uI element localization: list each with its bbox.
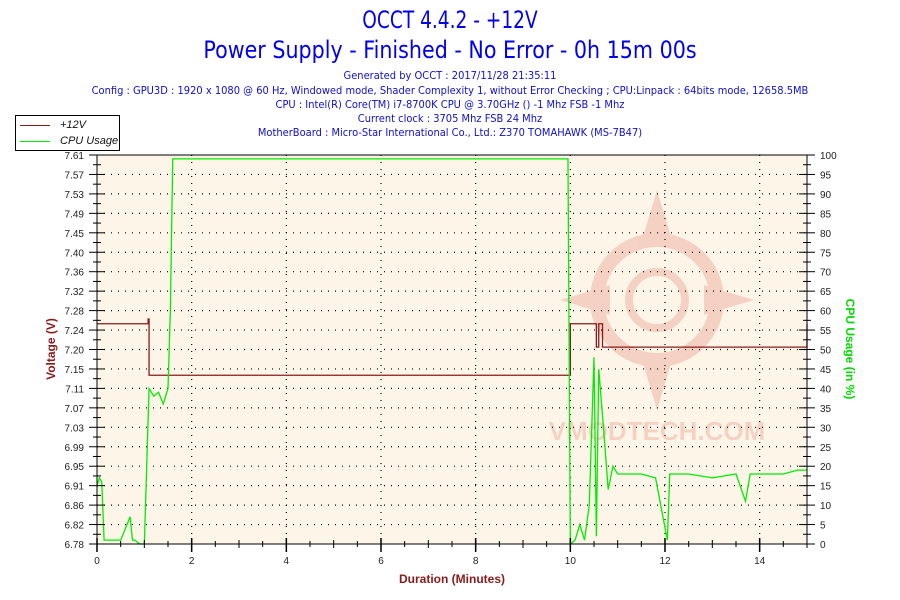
y-left-tick-label: 7.45 <box>65 229 85 240</box>
y-right-tick-label: 75 <box>820 248 832 259</box>
legend-label: +12V <box>60 119 86 131</box>
x-tick-label: 4 <box>284 556 290 567</box>
cpu-info: CPU : Intel(R) Core(TM) i7-8700K CPU @ 3… <box>275 98 625 111</box>
y-right-tick-label: 35 <box>820 404 832 415</box>
x-tick-label: 8 <box>473 556 479 567</box>
chart-subtitle: Power Supply - Finished - No Error - 0h … <box>203 36 697 64</box>
x-tick-label: 12 <box>659 556 671 567</box>
y-left-tick-label: 7.36 <box>65 268 85 279</box>
y-right-tick-label: 25 <box>820 443 832 454</box>
y-left-tick-label: 7.32 <box>65 287 85 298</box>
y-left-tick-label: 6.82 <box>65 521 85 532</box>
legend-label: CPU Usage <box>60 135 119 147</box>
y-left-tick-label: 7.07 <box>65 404 85 415</box>
y-left-tick-label: 6.99 <box>65 443 85 454</box>
y-right-tick-label: 55 <box>820 326 832 337</box>
x-tick-label: 10 <box>565 556 577 567</box>
y-left-tick-label: 7.49 <box>65 209 85 220</box>
svg-text:VMODTECH.COM: VMODTECH.COM <box>549 416 766 446</box>
y-left-tick-label: 6.78 <box>65 540 85 551</box>
y-right-tick-label: 90 <box>820 190 832 201</box>
y-left-tick-label: 7.15 <box>65 365 85 376</box>
y-right-tick-label: 60 <box>820 307 832 318</box>
plot-area <box>97 155 807 544</box>
generated-info: Generated by OCCT : 2017/11/28 21:35:11 <box>343 69 557 82</box>
y-left-tick-label: 6.91 <box>65 482 85 493</box>
y-right-tick-label: 85 <box>820 209 832 220</box>
y-right-tick-label: 45 <box>820 365 832 376</box>
y-right-tick-label: 65 <box>820 287 832 298</box>
y-right-tick-label: 100 <box>820 151 837 162</box>
y-right-tick-label: 95 <box>820 170 832 181</box>
y-right-tick-label: 0 <box>820 540 826 551</box>
y-left-tick-label: 7.11 <box>65 384 84 395</box>
y-right-tick-label: 30 <box>820 423 832 434</box>
y-left-tick-label: 7.24 <box>65 326 85 337</box>
y-axis-right-label: CPU Usage (in %) <box>843 299 857 400</box>
legend: +12V CPU Usage <box>15 115 120 151</box>
y-right-tick-label: 15 <box>820 482 832 493</box>
x-axis-label: Duration (Minutes) <box>399 572 505 586</box>
cpu-swatch-icon <box>20 140 50 142</box>
voltage-line <box>97 318 808 376</box>
config-info: Config : GPU3D : 1920 x 1080 @ 60 Hz, Wi… <box>91 84 809 97</box>
x-tick-label: 14 <box>754 556 766 567</box>
x-tick-label: 2 <box>189 556 195 567</box>
y-axis-left-label: Voltage (V) <box>44 318 58 380</box>
clock-info: Current clock : 3705 Mhz FSB 24 Mhz <box>357 112 543 125</box>
cpu-usage-line <box>96 158 807 546</box>
voltage-swatch-icon <box>20 124 50 126</box>
y-right-tick-label: 50 <box>820 346 832 357</box>
y-left-tick-label: 7.53 <box>65 190 85 201</box>
y-left-tick-label: 6.95 <box>65 462 85 473</box>
y-right-tick-label: 70 <box>820 268 832 279</box>
legend-item-cpu-usage: CPU Usage <box>20 134 118 148</box>
y-right-tick-label: 80 <box>820 229 832 240</box>
y-left-tick-label: 7.03 <box>65 423 85 434</box>
y-right-tick-label: 20 <box>820 462 832 473</box>
legend-item-voltage: +12V <box>20 118 86 132</box>
x-tick-label: 6 <box>378 556 384 567</box>
chart-title: OCCT 4.4.2 - +12V <box>362 6 538 34</box>
y-left-tick-label: 7.57 <box>65 170 85 181</box>
y-left-tick-label: 6.86 <box>65 501 85 512</box>
y-right-tick-label: 5 <box>820 521 826 532</box>
y-left-tick-label: 7.40 <box>65 248 85 259</box>
motherboard-info: MotherBoard : Micro-Star International C… <box>257 126 643 139</box>
y-left-tick-label: 7.20 <box>65 346 85 357</box>
y-left-tick-label: 7.28 <box>65 307 85 318</box>
y-left-tick-label: 7.61 <box>65 151 85 162</box>
x-tick-label: 0 <box>94 556 100 567</box>
y-right-tick-label: 40 <box>820 384 832 395</box>
y-right-tick-label: 10 <box>820 501 832 512</box>
